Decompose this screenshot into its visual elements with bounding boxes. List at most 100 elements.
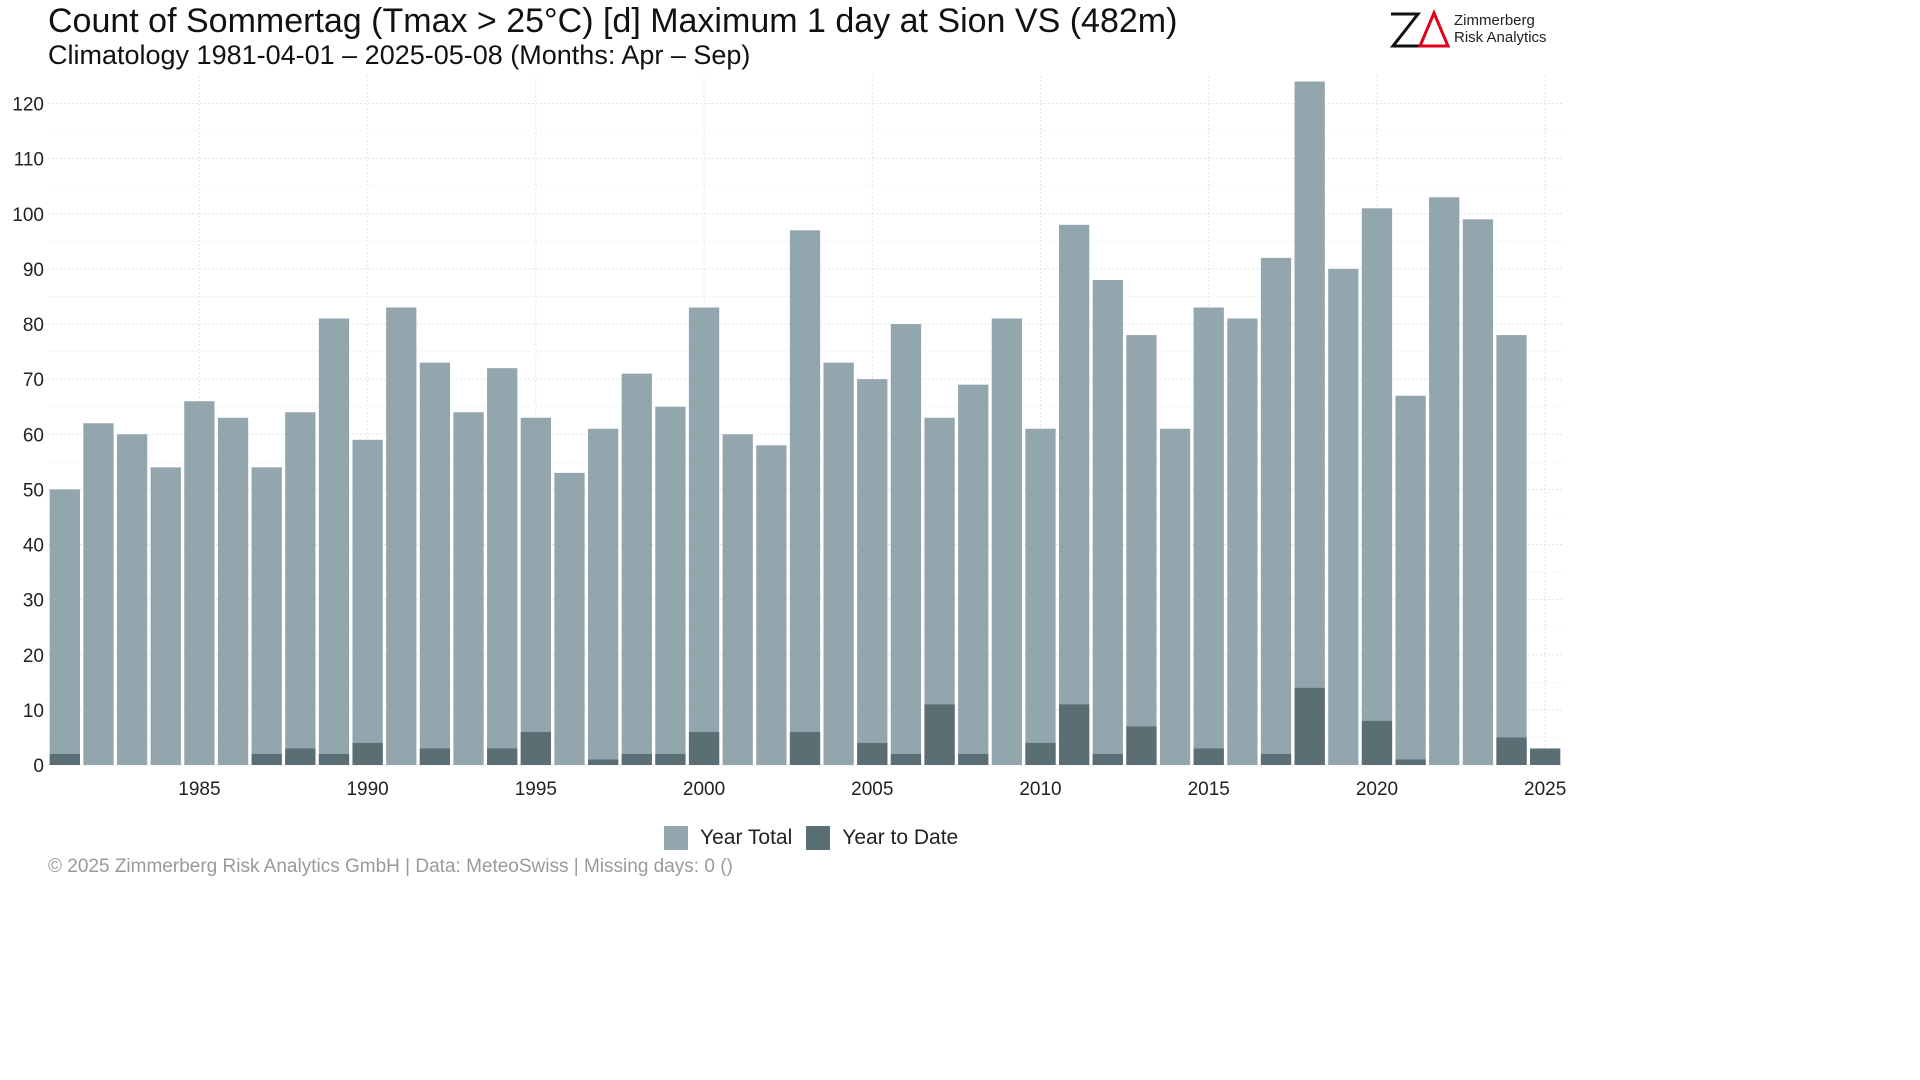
bar-year-total-1991	[386, 307, 417, 765]
bar-year-to-date-2011	[1059, 704, 1090, 765]
x-axis-labels: 1985 1990 1995 2000 2005 2010 2015 2020 2025	[178, 779, 1566, 800]
legend-item-year-total: Year Total	[664, 826, 792, 850]
x-tick-label: 1990	[346, 779, 388, 800]
legend-label-year-total: Year Total	[700, 826, 793, 849]
bar-year-total-2011	[1059, 224, 1090, 766]
bar-year-total-2003	[789, 230, 821, 765]
bar-year-to-date-1992	[419, 748, 451, 765]
y-tick-label: 10	[23, 701, 44, 722]
x-tick-label: 2025	[1524, 779, 1566, 800]
x-tick-label: 1995	[515, 779, 557, 800]
y-tick-label: 20	[23, 646, 44, 667]
bar-year-total-1990	[352, 439, 383, 765]
bar-year-to-date-1988	[285, 748, 316, 765]
y-tick-label: 40	[23, 536, 44, 557]
bar-year-to-date-2008	[958, 753, 989, 765]
bar-year-total-2022	[1429, 197, 1460, 765]
y-tick-label: 80	[23, 315, 44, 336]
bar-year-total-1989	[318, 318, 350, 765]
bar-year-total-1981	[49, 489, 80, 765]
bar-year-to-date-1999	[655, 753, 686, 765]
bar-year-total-1988	[285, 412, 316, 765]
bar-year-to-date-2012	[1092, 753, 1123, 765]
bar-year-total-2012	[1092, 279, 1123, 765]
bar-year-total-1994	[487, 368, 518, 765]
bar-year-to-date-1995	[520, 731, 551, 765]
y-tick-label: 30	[23, 591, 44, 612]
logo-mark-icon	[1389, 9, 1451, 48]
bar-year-to-date-1997	[587, 759, 619, 765]
legend-swatch-year-to-date	[806, 826, 831, 850]
y-tick-label: 90	[23, 260, 44, 281]
bar-year-to-date-1990	[352, 742, 383, 765]
bar-year-total-2000	[688, 307, 720, 765]
bar-year-to-date-1998	[621, 753, 652, 765]
company-logo: Zimmerberg Risk Analytics	[1388, 8, 1558, 52]
bar-year-to-date-2015	[1193, 748, 1224, 765]
y-tick-label: 50	[23, 480, 44, 501]
legend-item-year-to-date: Year to Date	[806, 826, 958, 850]
bar-year-to-date-2018	[1294, 687, 1325, 765]
bar-year-total-1996	[554, 472, 585, 765]
bar-year-total-2013	[1126, 335, 1157, 765]
bar-year-total-1997	[587, 428, 619, 765]
bar-year-to-date-1989	[318, 753, 350, 765]
bar-year-total-2018	[1294, 81, 1325, 765]
bar-year-total-2015	[1193, 307, 1224, 765]
bar-year-total-2017	[1260, 257, 1292, 765]
bar-year-to-date-2013	[1126, 726, 1157, 765]
bar-year-total-2014	[1159, 428, 1191, 765]
bar-year-to-date-2017	[1260, 753, 1292, 765]
bar-year-to-date-2021	[1395, 759, 1426, 765]
chart-legend: Year Total Year to Date	[664, 826, 972, 850]
bar-year-to-date-1981	[49, 753, 80, 765]
bar-year-to-date-2010	[1025, 742, 1056, 765]
bar-year-total-2023	[1462, 219, 1494, 765]
bar-year-to-date-2006	[890, 753, 922, 765]
y-axis-labels: 0 10 20 30 40 50 60 70 80 90 100 110 120	[12, 95, 44, 777]
bar-year-to-date-2020	[1361, 720, 1393, 765]
bar-year-to-date-2000	[688, 731, 720, 765]
bar-year-total-1995	[520, 417, 551, 765]
logo-text: Zimmerberg Risk Analytics	[1454, 12, 1547, 46]
x-tick-label: 2010	[1019, 779, 1061, 800]
year-total-bars	[49, 81, 1527, 766]
y-tick-label: 70	[23, 370, 44, 391]
footer-credits: © 2025 Zimmerberg Risk Analytics GmbH | …	[48, 856, 733, 877]
bar-year-to-date-2005	[857, 742, 888, 765]
y-tick-label: 60	[23, 425, 44, 446]
logo-line-1: Zimmerberg	[1454, 12, 1535, 29]
bar-year-total-2021	[1395, 395, 1426, 765]
x-tick-label: 2015	[1188, 779, 1230, 800]
chart-subtitle: Climatology 1981-04-01 – 2025-05-08 (Mon…	[48, 40, 751, 70]
bar-year-to-date-1994	[487, 748, 518, 765]
bar-year-total-2008	[958, 384, 989, 765]
bar-year-total-2024	[1496, 335, 1527, 765]
bar-year-to-date-2025	[1530, 748, 1561, 765]
chart-title: Count of Sommertag (Tmax > 25°C) [d] Max…	[48, 2, 1178, 40]
bar-year-total-1982	[83, 423, 114, 765]
bar-year-total-1987	[251, 467, 282, 765]
x-tick-label: 2000	[683, 779, 725, 800]
bar-year-total-2019	[1328, 268, 1359, 765]
bar-year-to-date-2024	[1496, 737, 1527, 765]
x-tick-label: 1985	[178, 779, 220, 800]
bar-year-total-1983	[116, 434, 148, 765]
logo-line-2: Risk Analytics	[1454, 29, 1547, 46]
year-to-date-bars	[49, 687, 1561, 765]
bar-chart: 0 10 20 30 40 50 60 70 80 90 100 110 120 1985 1990 199…	[12, 76, 1566, 800]
legend-swatch-year-total	[664, 826, 688, 850]
bar-year-to-date-2003	[789, 731, 821, 765]
y-tick-label: 120	[12, 95, 44, 116]
bar-year-to-date-2007	[924, 704, 955, 765]
bar-year-total-2020	[1361, 208, 1393, 766]
bar-year-total-1993	[453, 412, 484, 765]
bar-year-total-2002	[756, 445, 787, 765]
bar-year-total-1992	[419, 362, 451, 765]
y-tick-label: 100	[12, 205, 44, 226]
bar-year-total-1986	[217, 417, 249, 765]
bar-year-total-2005	[857, 379, 888, 765]
y-tick-label: 0	[33, 756, 44, 777]
bar-year-total-2009	[991, 318, 1023, 765]
bar-year-total-1984	[150, 467, 181, 765]
